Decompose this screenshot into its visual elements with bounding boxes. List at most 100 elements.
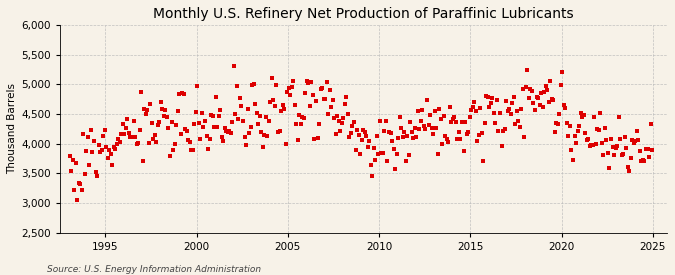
Point (65, 168, 76, 173)
Point (379, 128, 390, 133)
Point (546, 97, 557, 101)
Point (644, 155, 655, 159)
Point (562, 120, 572, 125)
Point (487, 96, 497, 100)
Point (504, 107, 514, 111)
Point (342, 111, 353, 116)
Point (593, 128, 604, 132)
Point (370, 158, 381, 162)
Point (291, 122, 302, 126)
Point (274, 129, 285, 133)
Point (103, 156, 113, 160)
Point (107, 162, 117, 167)
Point (245, 125, 256, 130)
Point (518, 87, 529, 92)
Point (86, 128, 97, 132)
Point (516, 107, 526, 111)
Point (202, 147, 213, 151)
Point (493, 129, 504, 133)
Point (298, 116, 309, 120)
Point (167, 148, 178, 152)
Point (418, 124, 429, 128)
Point (347, 124, 358, 128)
Point (597, 141, 608, 145)
Point (148, 137, 159, 141)
Point (431, 126, 441, 130)
Point (514, 125, 525, 130)
Point (95, 149, 105, 154)
Point (615, 137, 626, 142)
Point (580, 131, 591, 136)
Point (399, 130, 410, 134)
Point (277, 103, 288, 108)
Point (335, 129, 346, 133)
Point (420, 126, 431, 131)
Point (244, 131, 254, 136)
Point (387, 138, 398, 143)
Point (242, 107, 253, 111)
Point (178, 92, 189, 97)
Point (435, 117, 446, 121)
Point (570, 141, 581, 145)
Point (269, 104, 280, 108)
Point (290, 103, 300, 107)
Point (393, 136, 404, 140)
Point (133, 140, 144, 145)
Point (338, 116, 349, 120)
Point (230, 112, 241, 116)
Point (416, 119, 427, 123)
Point (554, 111, 565, 116)
Point (257, 145, 268, 149)
Point (530, 108, 541, 113)
Point (628, 141, 639, 145)
Point (383, 130, 394, 134)
Point (632, 129, 643, 133)
Point (333, 119, 344, 123)
Point (524, 95, 535, 100)
Point (630, 139, 641, 143)
Point (105, 152, 116, 157)
Point (520, 84, 531, 89)
Point (540, 84, 551, 89)
Point (248, 81, 259, 86)
Point (213, 114, 224, 118)
Point (576, 114, 587, 119)
Point (362, 144, 373, 149)
Point (251, 110, 262, 115)
Point (495, 111, 506, 115)
Point (327, 98, 338, 102)
Point (320, 97, 331, 101)
Point (222, 130, 233, 134)
Point (196, 110, 207, 115)
Point (310, 99, 321, 103)
Point (605, 137, 616, 141)
Point (348, 120, 359, 124)
Point (598, 152, 609, 157)
Point (330, 132, 341, 136)
Point (552, 122, 563, 126)
Point (461, 132, 472, 136)
Point (69, 188, 80, 193)
Point (190, 109, 201, 114)
Point (428, 132, 439, 137)
Point (267, 76, 277, 80)
Point (426, 125, 437, 130)
Point (110, 147, 121, 151)
Point (437, 142, 448, 146)
Point (96, 148, 107, 153)
Point (412, 109, 423, 114)
Point (558, 103, 569, 108)
Point (165, 153, 176, 158)
Point (340, 101, 350, 106)
Point (422, 98, 433, 103)
Point (587, 143, 598, 148)
Point (131, 142, 142, 146)
Point (304, 104, 315, 108)
Point (612, 144, 622, 149)
Point (586, 143, 597, 147)
Point (109, 145, 119, 150)
Point (324, 87, 335, 92)
Point (99, 128, 110, 132)
Point (533, 95, 543, 100)
Point (90, 169, 101, 174)
